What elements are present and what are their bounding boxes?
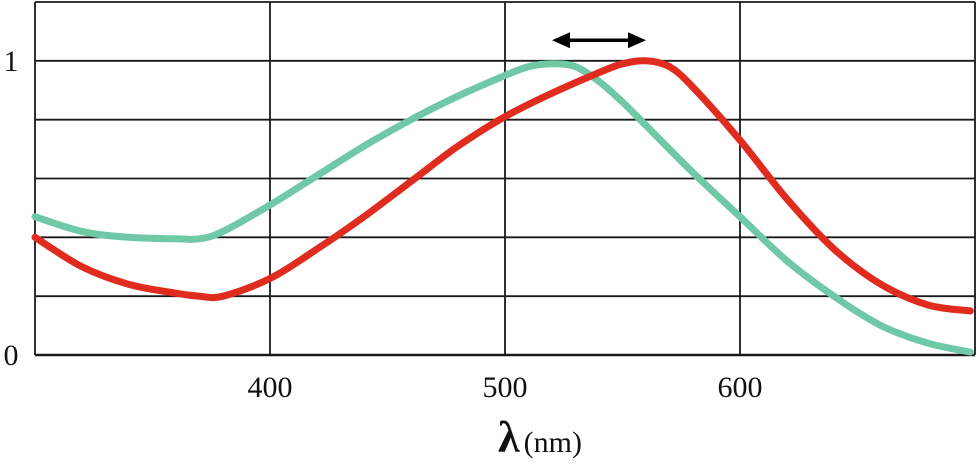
shift-arrow-left-head <box>552 32 570 49</box>
series-group <box>31 57 974 356</box>
y-tick-label: 1 <box>4 45 19 78</box>
grid <box>34 1 976 357</box>
y-tick-label: 0 <box>4 339 19 372</box>
x-tick-label: 600 <box>718 371 763 404</box>
shift-arrow-right-head <box>628 32 646 49</box>
x-axis-symbol: λ <box>498 413 520 461</box>
x-tick-label: 400 <box>248 371 293 404</box>
x-tick-label: 500 <box>483 371 528 404</box>
tick-labels: 400 500 600 0 1 <box>4 45 763 404</box>
annotation-group <box>552 32 646 49</box>
x-axis-label: λ (nm) <box>498 413 582 461</box>
x-axis-unit: (nm) <box>524 426 582 459</box>
red-curve <box>31 57 974 315</box>
green-curve <box>31 60 974 356</box>
